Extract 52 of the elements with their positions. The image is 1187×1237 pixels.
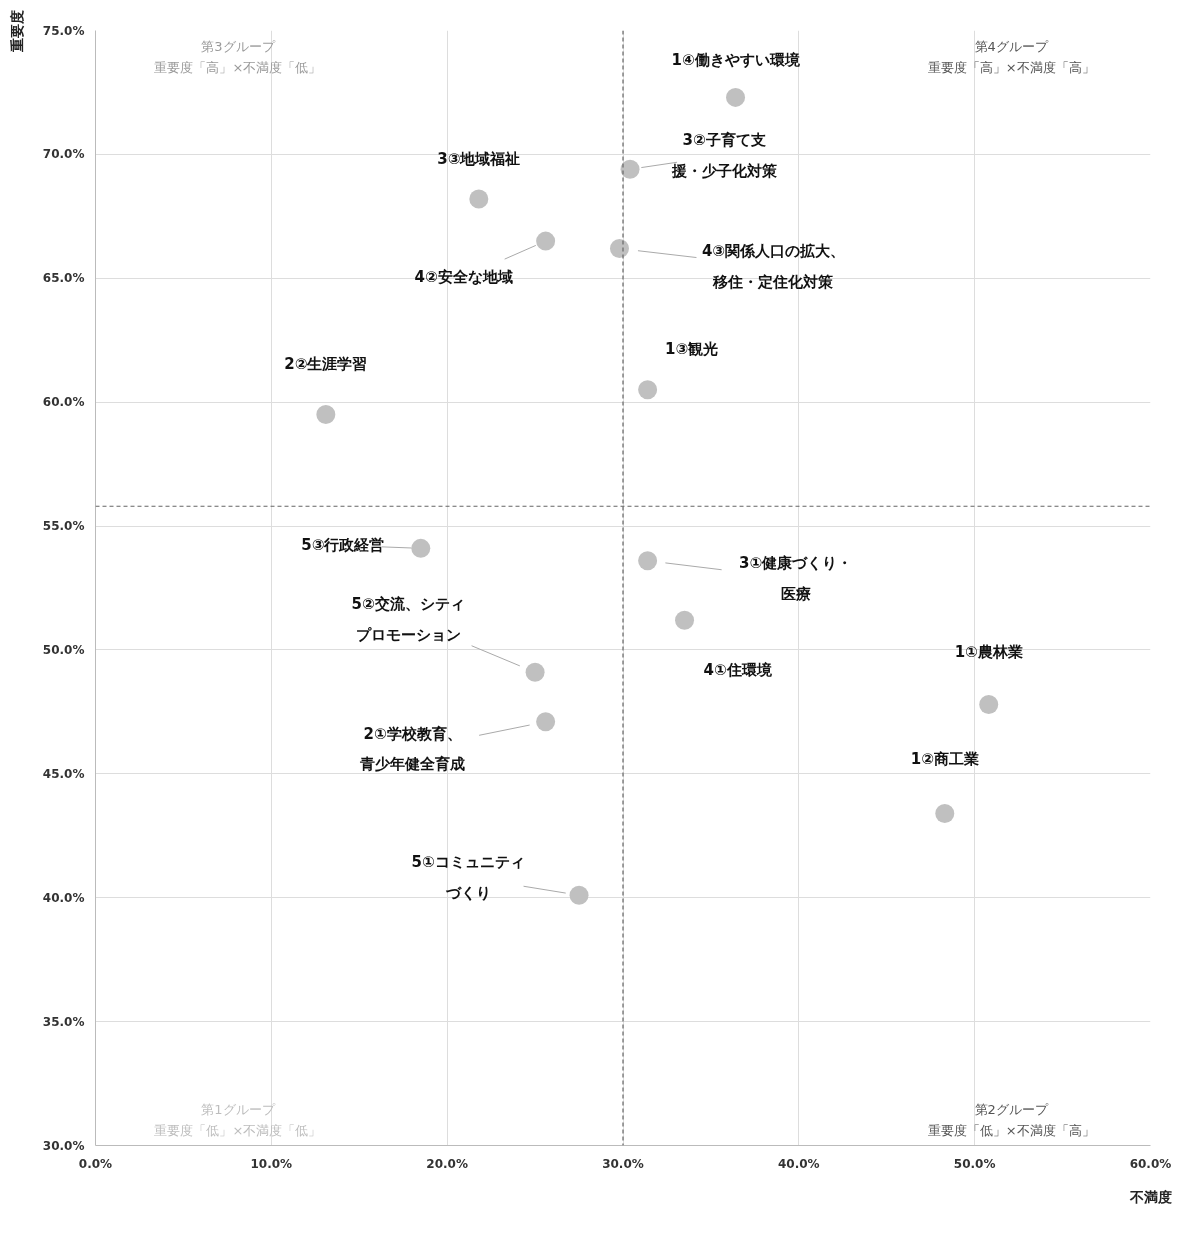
y-tick-label: 65.0% [42,271,85,286]
x-axis-title: 不満度 [1128,1188,1172,1205]
y-tick-label: 30.0% [42,1138,85,1153]
text: 1④働きやすい環境 [671,51,800,70]
text: 1①農林業 [954,643,1023,662]
text: 5③行政経営 [301,536,385,555]
x-tick-label: 40.0% [778,1156,820,1171]
x-tick-label: 30.0% [602,1156,644,1171]
x-tick-label: 60.0% [1129,1156,1172,1171]
y-tick-label: 35.0% [42,1014,85,1029]
x-tick-label: 50.0% [953,1156,996,1171]
text: 3③地域福祉 [437,149,521,168]
annotation: 第2グループ重要度「低」×不満度「高」 [927,1101,1095,1138]
point [316,405,336,425]
x-tick-label: 10.0% [250,1156,293,1171]
y-tick-label: 60.0% [42,395,85,410]
point [609,239,629,259]
text: 5②交流、シティプロモーション [351,594,465,644]
y-tick-label: 50.0% [42,642,85,657]
point [536,231,556,251]
text: 4③関係人口の拡大、移住・定住化対策 [701,242,846,291]
point [935,804,955,823]
point [979,694,999,714]
annotation: 第4グループ重要度「高」×不満度「高」 [927,38,1095,75]
point [675,610,695,630]
y-tick-label: 55.0% [42,519,85,534]
point [620,159,640,179]
text: 2①学校教育、青少年健全育成 [360,724,466,774]
text: 4②安全な地域 [414,268,513,287]
point [638,380,658,400]
y-tick-label: 40.0% [42,890,85,905]
y-tick-label: 75.0% [42,23,85,38]
point [525,662,545,682]
y-axis-title: 重要度 [8,9,25,53]
text: 3②子育て支援・少子化対策 [671,130,777,180]
point [411,538,431,558]
annotation: 第3グループ重要度「高」×不満度「低」 [154,38,322,75]
text: 4①住環境 [703,661,772,680]
point [726,87,746,107]
point [469,189,489,209]
text: 1③観光 [665,339,719,358]
x-tick-label: 0.0% [78,1156,113,1171]
text: 5①コミュニティづくり [411,852,525,902]
point [569,885,589,905]
text: 2②生涯学習 [284,354,368,373]
point [638,551,658,571]
text: 1②商工業 [910,750,979,769]
y-tick-label: 45.0% [42,766,85,781]
point [536,712,556,732]
text: 3①健康づくり・医療 [739,554,853,604]
y-tick-label: 70.0% [42,147,85,162]
x-tick-label: 20.0% [426,1156,468,1171]
